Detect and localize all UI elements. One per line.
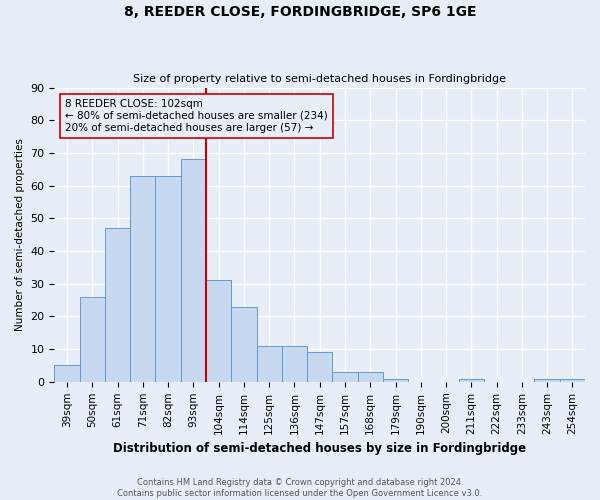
Text: 8 REEDER CLOSE: 102sqm
← 80% of semi-detached houses are smaller (234)
20% of se: 8 REEDER CLOSE: 102sqm ← 80% of semi-det…	[65, 100, 328, 132]
Text: Contains HM Land Registry data © Crown copyright and database right 2024.
Contai: Contains HM Land Registry data © Crown c…	[118, 478, 482, 498]
Title: Size of property relative to semi-detached houses in Fordingbridge: Size of property relative to semi-detach…	[133, 74, 506, 84]
Bar	[358, 372, 383, 382]
Bar	[282, 346, 307, 382]
Bar	[55, 366, 80, 382]
Bar	[560, 378, 585, 382]
Bar	[332, 372, 358, 382]
Bar	[257, 346, 282, 382]
Bar	[231, 306, 257, 382]
Bar	[181, 160, 206, 382]
Bar	[80, 297, 105, 382]
X-axis label: Distribution of semi-detached houses by size in Fordingbridge: Distribution of semi-detached houses by …	[113, 442, 526, 455]
Bar	[206, 280, 231, 382]
Y-axis label: Number of semi-detached properties: Number of semi-detached properties	[15, 138, 25, 331]
Bar	[155, 176, 181, 382]
Bar	[535, 378, 560, 382]
Bar	[130, 176, 155, 382]
Bar	[458, 378, 484, 382]
Text: 8, REEDER CLOSE, FORDINGBRIDGE, SP6 1GE: 8, REEDER CLOSE, FORDINGBRIDGE, SP6 1GE	[124, 5, 476, 19]
Bar	[105, 228, 130, 382]
Bar	[383, 378, 408, 382]
Bar	[307, 352, 332, 382]
